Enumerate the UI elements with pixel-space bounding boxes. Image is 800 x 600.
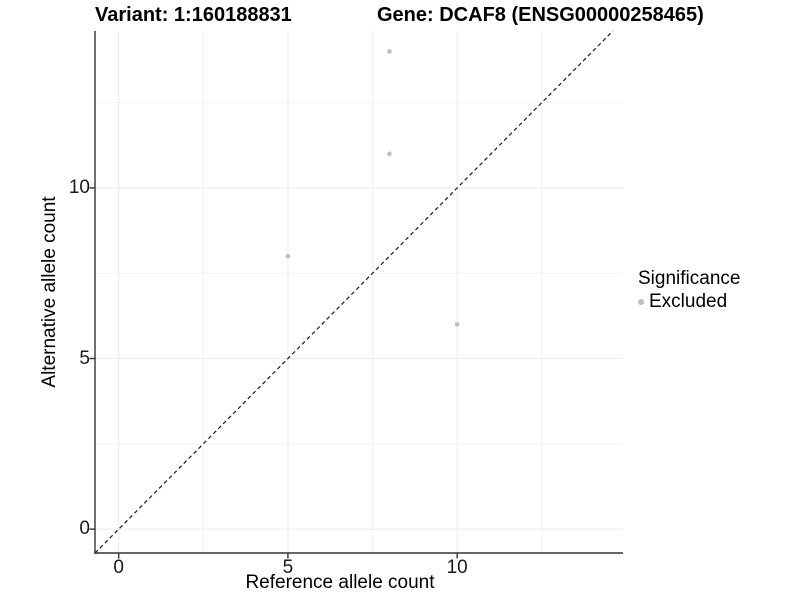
plot-title-gene: Gene: DCAF8 (ENSG00000258465): [377, 4, 704, 26]
legend-item-excluded: Excluded: [638, 291, 740, 313]
x-tick-label: 0: [113, 557, 124, 578]
data-point: [387, 151, 392, 157]
x-tick-label: 10: [446, 557, 468, 578]
data-point: [285, 253, 291, 259]
data-point: [454, 322, 460, 327]
y-tick-label: 0: [79, 518, 90, 540]
legend-point-icon: [638, 299, 644, 305]
data-point: [387, 49, 392, 54]
identity-line: [94, 30, 614, 554]
x-tick-label: 5: [282, 557, 294, 578]
legend-title: Significance: [638, 268, 741, 289]
y-tick-label: 10: [68, 176, 90, 198]
y-tick-label: 5: [79, 347, 90, 369]
plot-title-variant: Variant: 1:160188831: [95, 4, 292, 26]
legend-item-label: Excluded: [649, 291, 728, 312]
legend: Significance Excluded: [638, 268, 740, 313]
x-axis-label: Reference allele count: [245, 572, 435, 593]
